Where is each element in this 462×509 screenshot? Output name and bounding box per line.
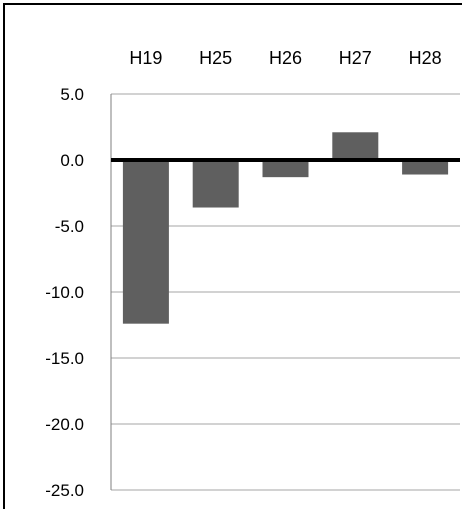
y-tick-label: -15.0 (45, 349, 84, 368)
y-tick-label: -25.0 (45, 481, 84, 500)
bar-h28 (402, 160, 449, 175)
bars (122, 132, 449, 324)
category-label: H27 (339, 48, 372, 68)
category-label: H25 (199, 48, 232, 68)
y-tick-labels: 5.0 0.0 -5.0 -10.0 -15.0 -20.0 -25.0 (45, 85, 84, 500)
bar-h27 (332, 132, 379, 160)
y-tick-label: -20.0 (45, 415, 84, 434)
category-label: H28 (409, 48, 442, 68)
y-tick-label: 0.0 (60, 151, 84, 170)
chart-frame (3, 3, 462, 509)
y-tick-label: 5.0 (60, 85, 84, 104)
bar-h19 (122, 160, 169, 324)
category-labels: H19 H25 H26 H27 H28 (129, 48, 441, 68)
category-label: H19 (129, 48, 162, 68)
y-tick-label: -10.0 (45, 283, 84, 302)
category-label: H26 (269, 48, 302, 68)
gridlines (111, 93, 460, 491)
bar-h26 (262, 160, 309, 178)
axes (110, 94, 460, 490)
bar-h25 (192, 160, 239, 208)
y-tick-label: -5.0 (55, 217, 84, 236)
